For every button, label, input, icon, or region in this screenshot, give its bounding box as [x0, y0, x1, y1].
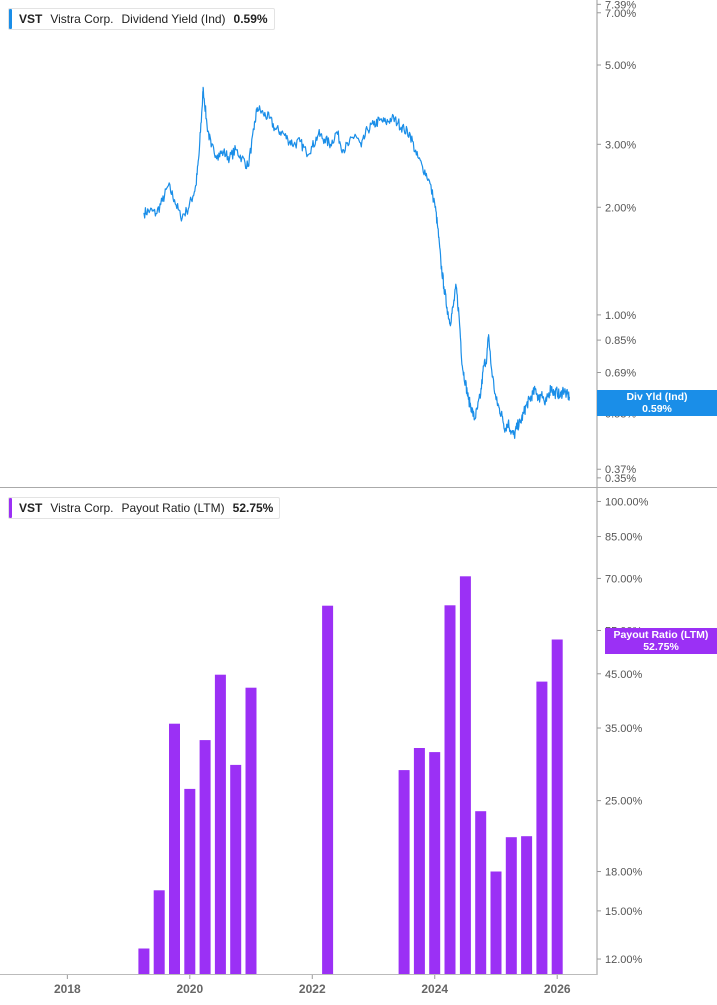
payout-bar — [521, 836, 533, 974]
y-tick-label: 12.00% — [605, 954, 643, 966]
payout-bar — [398, 770, 410, 974]
payout-bar — [459, 576, 471, 974]
payout-bar — [505, 837, 517, 974]
dividend-yield-line — [143, 86, 570, 439]
payout-bar — [153, 890, 165, 974]
payout-bar — [413, 748, 425, 974]
payout-bar — [490, 871, 502, 974]
yield-legend-swatch — [9, 9, 12, 29]
payout-bar — [214, 674, 226, 974]
payout-panel — [138, 576, 563, 974]
payout-legend-swatch — [9, 498, 12, 518]
payout-bar — [551, 639, 563, 974]
payout-current-value-tag: Payout Ratio (LTM) 52.75% — [605, 628, 717, 654]
y-tick-label: 0.37% — [605, 464, 636, 476]
y-tick-label: 70.00% — [605, 573, 643, 585]
y-tick-label: 0.35% — [605, 473, 636, 485]
yield-legend-value: 0.59% — [233, 12, 268, 26]
y-tick-label: 2.00% — [605, 202, 636, 214]
payout-bar — [230, 764, 242, 974]
x-tick-label: 2022 — [299, 982, 326, 996]
y-tick-label: 85.00% — [605, 532, 643, 544]
y-tick-label: 1.00% — [605, 310, 636, 322]
yield-current-value-tag: Div Yld (Ind) 0.59% — [597, 390, 717, 416]
x-tick-label: 2020 — [176, 982, 203, 996]
payout-legend: VST Vistra Corp. Payout Ratio (LTM) 52.7… — [8, 497, 281, 519]
payout-bar — [322, 605, 334, 974]
y-tick-label: 18.00% — [605, 867, 643, 879]
payout-tag-label: Payout Ratio (LTM) — [613, 629, 709, 641]
y-tick-label: 100.00% — [605, 496, 649, 508]
payout-bar — [169, 723, 180, 974]
payout-bar — [138, 948, 150, 974]
y-tick-label: 3.00% — [605, 139, 636, 151]
x-tick-label: 2026 — [544, 982, 571, 996]
y-tick-label: 15.00% — [605, 906, 643, 918]
payout-legend-metric: Payout Ratio (LTM) — [121, 501, 225, 515]
payout-bar — [429, 752, 441, 974]
payout-bar — [536, 681, 548, 974]
payout-tag-value: 52.75% — [643, 641, 679, 653]
payout-bar — [184, 788, 196, 974]
yield-tag-label: Div Yld (Ind) — [626, 391, 688, 403]
y-tick-label: 7.39% — [605, 0, 636, 11]
x-tick-label: 2018 — [54, 982, 81, 996]
y-tick-label: 0.85% — [605, 335, 636, 347]
payout-bar — [444, 605, 456, 974]
yield-panel — [143, 86, 570, 439]
y-tick-label: 25.00% — [605, 796, 643, 808]
yield-legend-company: Vistra Corp. — [50, 12, 114, 26]
y-tick-label: 7.00% — [605, 8, 636, 20]
payout-bar — [475, 811, 487, 974]
payout-legend-company: Vistra Corp. — [50, 501, 114, 515]
y-tick-label: 0.69% — [605, 367, 636, 379]
payout-bar — [199, 740, 211, 974]
yield-tag-value: 0.59% — [642, 403, 672, 415]
y-tick-label: 45.00% — [605, 669, 643, 681]
payout-legend-ticker: VST — [19, 501, 43, 515]
y-tick-label: 35.00% — [605, 723, 643, 735]
payout-legend-value: 52.75% — [232, 501, 274, 515]
yield-legend-ticker: VST — [19, 12, 43, 26]
payout-bar — [245, 687, 257, 974]
yield-legend: VST Vistra Corp. Dividend Yield (Ind) 0.… — [8, 8, 275, 30]
yield-legend-metric: Dividend Yield (Ind) — [121, 12, 226, 26]
x-tick-label: 2024 — [421, 982, 448, 996]
y-tick-label: 5.00% — [605, 60, 636, 72]
